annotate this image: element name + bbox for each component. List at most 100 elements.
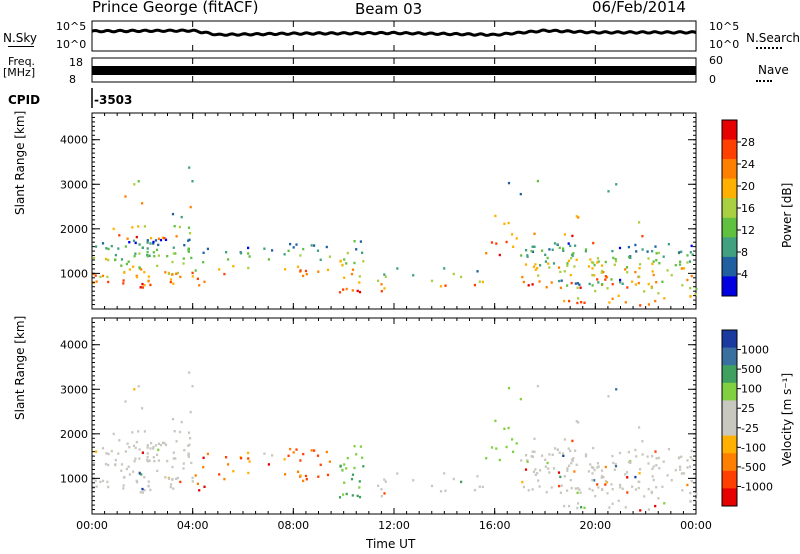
power-cell (147, 275, 150, 278)
y-tick-label: 2000 (60, 428, 88, 441)
freq-unit-label: [MHz] (3, 66, 36, 79)
power-cell (182, 257, 185, 260)
velocity-cell (128, 473, 131, 476)
power-cell (680, 250, 683, 253)
power-cell (339, 260, 342, 263)
power-cell (120, 264, 123, 267)
power-cell (567, 242, 570, 245)
velocity-cell (299, 474, 302, 477)
colorbar-swatch (722, 470, 737, 489)
power-cell (553, 242, 557, 245)
velocity-cell (384, 480, 387, 483)
power-cell (187, 249, 190, 252)
velocity-cell (557, 471, 561, 474)
velocity-cell (563, 475, 566, 478)
velocity-cell (574, 487, 577, 490)
power-cell (629, 256, 632, 259)
velocity-cell (546, 461, 549, 465)
velocity-cell (596, 483, 599, 486)
power-cell (345, 287, 348, 291)
x-tick-label: 08:00 (277, 519, 309, 532)
velocity-cell (608, 506, 611, 509)
velocity-cell (654, 504, 657, 508)
velocity-cell (562, 454, 565, 457)
velocity-cell (650, 491, 653, 495)
velocity-cell (610, 483, 613, 486)
velocity-cell (601, 474, 604, 478)
colorbar-swatch (722, 276, 737, 297)
velocity-cell (638, 480, 641, 483)
velocity-cell (117, 452, 120, 455)
date-label: 06/Feb/2014 (592, 0, 686, 16)
power-cell (137, 180, 140, 183)
velocity-cell (563, 504, 566, 508)
beam-label: Beam 03 (355, 0, 423, 18)
y-tick-label: 4000 (60, 134, 88, 147)
power-cell (191, 180, 194, 183)
power-cell (541, 249, 544, 252)
velocity-cell (118, 439, 121, 442)
velocity-cell (198, 489, 201, 492)
power-cell (319, 258, 322, 261)
power-cell (355, 248, 358, 251)
velocity-cell (478, 485, 481, 488)
velocity-cell (106, 480, 109, 484)
velocity-cell (166, 459, 169, 463)
velocity-cell (152, 445, 155, 449)
velocity-cell (626, 476, 629, 479)
power-cell (601, 269, 604, 273)
velocity-cell (624, 506, 627, 509)
velocity-cell (169, 483, 173, 486)
velocity-cell (658, 467, 661, 470)
power-cell (526, 255, 529, 258)
velocity-cell (107, 485, 110, 489)
freq-label: Freq. (8, 55, 36, 68)
power-cell (138, 267, 141, 270)
power-cell (626, 271, 629, 274)
power-ylabel: Slant Range [km] (13, 110, 27, 215)
velocity-cell (172, 451, 175, 454)
velocity-cell (611, 488, 614, 491)
power-cell (377, 279, 380, 282)
power-cell (316, 249, 320, 252)
velocity-cell (131, 431, 134, 434)
velocity-cell (99, 480, 102, 484)
power-cell (562, 247, 565, 250)
velocity-cell (287, 454, 290, 457)
velocity-cell (146, 455, 149, 459)
velocity-cell (686, 466, 689, 469)
power-cell (566, 264, 569, 267)
power-cell (128, 268, 131, 271)
power-cell (641, 248, 644, 251)
x-axis-label: Time UT (366, 537, 416, 551)
velocity-cell (163, 442, 166, 445)
velocity-cell (544, 458, 547, 461)
velocity-cell (527, 489, 530, 492)
velocity-cell (558, 484, 561, 488)
power-cell (143, 271, 146, 274)
power-cell (247, 246, 250, 250)
velocity-cell (225, 456, 228, 459)
power-cell (140, 268, 143, 271)
axes: 00:00 04:00 08:00 12:00 16:00 20:00 00:00 4000 3… (60, 21, 712, 532)
colorbar-tick-label: 16 (741, 202, 755, 215)
power-cell (546, 256, 549, 260)
power-cell (569, 273, 572, 277)
velocity-cell (95, 450, 98, 453)
power-cell (624, 301, 627, 304)
velocity-cell (107, 463, 110, 467)
power-cell (287, 249, 290, 252)
power-cell (178, 225, 181, 229)
power-cell (132, 265, 135, 268)
velocity-cell (558, 451, 561, 454)
y-tick-label: 2000 (60, 223, 88, 236)
power-cell (611, 249, 614, 253)
power-cell (143, 225, 146, 228)
nave-tick-bottom: 0 (709, 73, 716, 86)
velocity-cell (520, 459, 523, 462)
power-cell (146, 250, 149, 254)
power-cell (691, 253, 694, 256)
power-cell (533, 232, 536, 235)
power-cell (396, 267, 399, 270)
velocity-cell (171, 417, 175, 421)
